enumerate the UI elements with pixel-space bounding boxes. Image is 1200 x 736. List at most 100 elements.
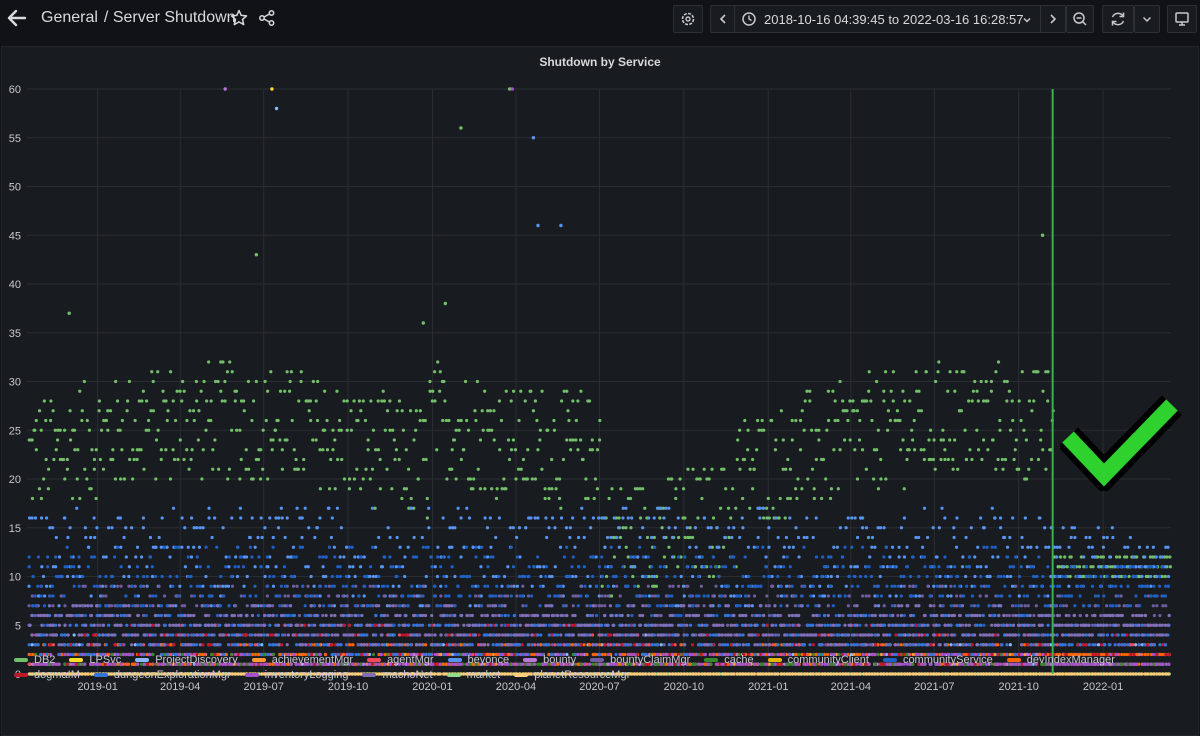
time-shift-forward-button[interactable]: [1040, 5, 1066, 33]
data-point: [1088, 535, 1092, 540]
data-point: [832, 565, 837, 569]
data-point: [743, 604, 748, 608]
data-point: [427, 506, 431, 510]
refresh-interval-dropdown[interactable]: [1134, 5, 1160, 33]
data-point: [418, 418, 422, 423]
data-point: [726, 506, 731, 510]
data-point: [841, 399, 845, 403]
data-point: [111, 448, 115, 452]
data-point: [54, 448, 58, 452]
data-point: [1117, 604, 1121, 608]
data-point: [118, 428, 122, 432]
data-point: [550, 487, 554, 491]
data-point: [44, 516, 49, 520]
data-point: [287, 389, 292, 393]
data-point: [784, 467, 788, 471]
data-point: [883, 370, 888, 374]
share-icon[interactable]: [258, 9, 276, 27]
arrow-left-icon[interactable]: [6, 7, 28, 29]
data-point: [588, 448, 592, 452]
data-point: [314, 438, 318, 442]
data-point: [998, 428, 1002, 432]
data-point: [598, 418, 602, 423]
data-point: [207, 360, 211, 364]
data-point: [106, 526, 111, 530]
data-point: [412, 535, 416, 540]
data-point: [180, 516, 184, 520]
refresh-button[interactable]: [1102, 5, 1134, 33]
data-point: [248, 535, 252, 540]
data-point: [485, 555, 490, 559]
data-point: [329, 457, 333, 462]
data-point: [230, 584, 235, 588]
breadcrumb-folder[interactable]: General: [41, 9, 98, 26]
data-point: [978, 594, 982, 598]
data-point: [896, 613, 900, 618]
data-point: [1067, 545, 1071, 549]
data-point: [736, 438, 740, 442]
data-point: [617, 516, 621, 520]
data-point: [821, 457, 826, 462]
data-point: [242, 399, 246, 403]
data-point: [547, 526, 551, 530]
data-point: [263, 379, 267, 384]
data-point: [274, 565, 278, 569]
data-point: [555, 477, 559, 481]
data-point: [504, 487, 508, 491]
data-point: [774, 438, 778, 442]
data-point: [1166, 545, 1170, 549]
data-point: [670, 535, 675, 540]
data-point: [940, 584, 944, 588]
data-point: [263, 526, 267, 530]
data-point: [901, 389, 905, 393]
data-point: [345, 428, 349, 432]
data-point: [1091, 565, 1095, 569]
data-point: [860, 594, 865, 598]
data-point: [137, 399, 141, 403]
star-icon[interactable]: [230, 9, 248, 27]
settings-button[interactable]: [673, 5, 703, 33]
data-point: [149, 409, 153, 413]
data-point: [394, 448, 398, 452]
data-point: [373, 506, 377, 510]
data-point: [207, 506, 211, 510]
data-point: [935, 555, 939, 559]
data-point: [526, 594, 531, 598]
data-point: [711, 574, 716, 579]
data-point: [444, 418, 448, 423]
data-point: [691, 467, 695, 471]
data-point: [253, 565, 257, 569]
data-point: [116, 584, 120, 588]
data-point: [1003, 457, 1008, 462]
data-point: [70, 496, 75, 501]
data-point: [647, 594, 652, 598]
data-point: [574, 438, 578, 442]
data-point: [409, 506, 414, 510]
data-point: [652, 516, 656, 520]
zoom-out-button[interactable]: [1066, 5, 1094, 33]
data-point: [403, 574, 407, 579]
data-point: [478, 487, 483, 491]
data-point: [421, 584, 425, 588]
data-point: [1077, 565, 1082, 569]
data-point: [664, 506, 668, 510]
data-point: [540, 389, 544, 393]
data-point: [409, 496, 413, 501]
data-point: [878, 574, 882, 579]
data-point: [226, 584, 231, 588]
data-point: [368, 477, 372, 481]
data-point: [418, 409, 422, 413]
data-point: [427, 526, 431, 530]
data-point: [724, 487, 728, 491]
data-point: [979, 516, 983, 520]
data-point: [707, 477, 711, 481]
data-point: [936, 370, 940, 374]
data-point: [696, 516, 700, 520]
data-point: [882, 604, 886, 608]
view-mode-button[interactable]: [1167, 5, 1197, 33]
data-point: [517, 418, 521, 423]
data-point: [226, 477, 230, 481]
data-point: [55, 438, 60, 442]
time-range-picker[interactable]: 2018-10-16 04:39:45 to 2022-03-16 16:28:…: [734, 5, 1041, 33]
data-point: [584, 496, 588, 501]
